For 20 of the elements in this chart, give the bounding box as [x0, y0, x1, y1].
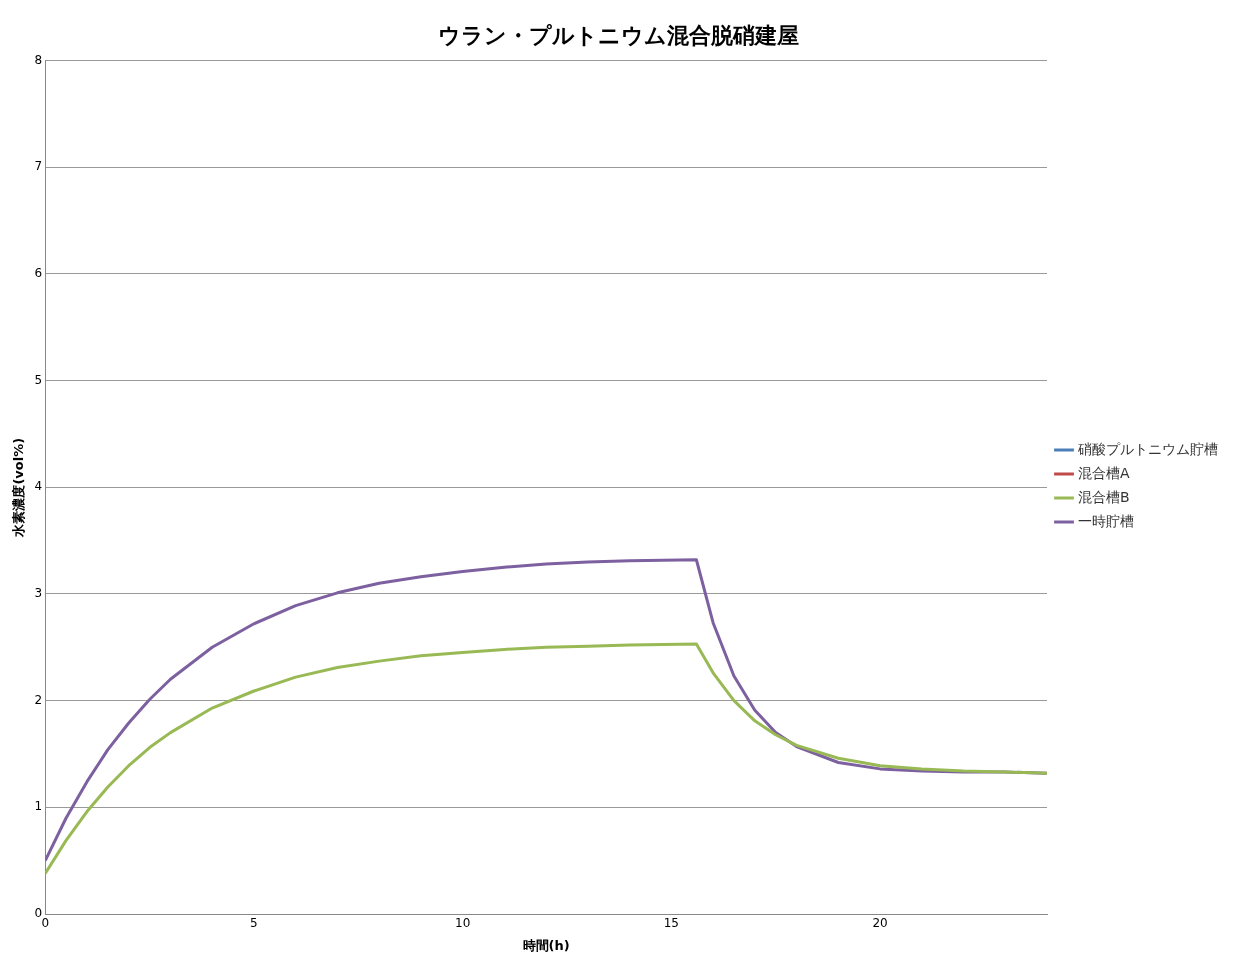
legend-label: 一時貯槽 [1078, 512, 1134, 529]
y-tick-label: 5 [34, 372, 43, 387]
legend-label: 混合槽B [1078, 488, 1130, 505]
y-tick-label: 1 [34, 799, 43, 814]
y-axis-title: 水素濃度(vol%) [11, 437, 27, 538]
x-tick-label: 15 [663, 916, 679, 931]
y-tick-label: 4 [34, 479, 43, 494]
y-tick-label: 8 [34, 52, 43, 67]
y-tick-label: 7 [34, 159, 43, 174]
legend-label: 硝酸プルトニウム貯槽 [1077, 440, 1218, 457]
x-axis-title: 時間(h) [522, 937, 570, 953]
x-tick-label: 20 [872, 916, 888, 931]
y-tick-label: 2 [34, 692, 43, 707]
y-tick-label: 6 [34, 265, 43, 280]
x-tick-label: 10 [455, 916, 471, 931]
x-tick-label: 5 [250, 916, 258, 931]
legend-label: 混合槽A [1078, 464, 1130, 481]
y-tick-label: 3 [34, 586, 43, 601]
chart-title: ウラン・プルトニウム混合脱硝建屋 [437, 22, 799, 48]
y-tick-label: 0 [34, 906, 43, 921]
